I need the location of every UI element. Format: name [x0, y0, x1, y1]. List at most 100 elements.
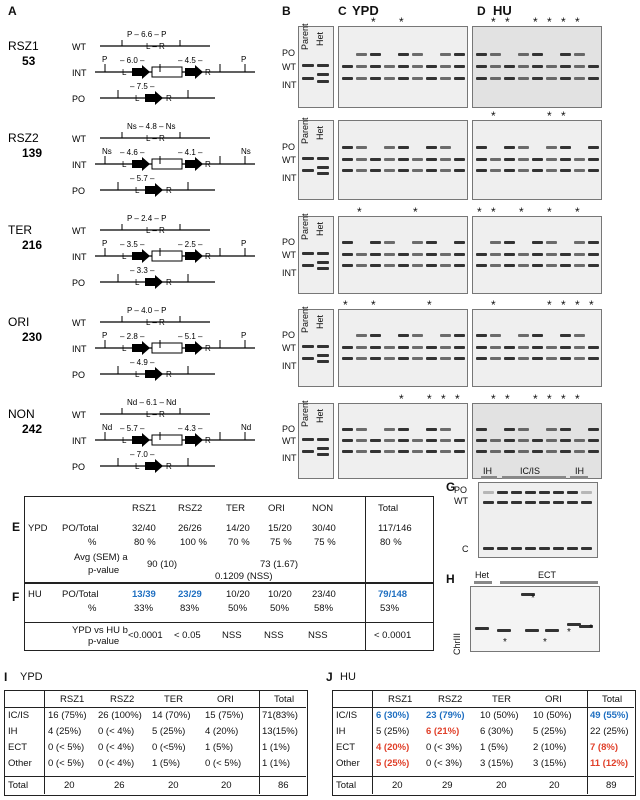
band [588, 264, 599, 268]
band [476, 76, 487, 80]
band [532, 52, 543, 56]
band [440, 157, 451, 161]
band [412, 334, 423, 338]
band [476, 357, 487, 361]
band [342, 241, 353, 245]
int-left-fragment: – 4.6 – [120, 148, 145, 157]
band [317, 438, 329, 442]
band [302, 156, 314, 160]
int-arrow-left [132, 433, 150, 447]
po-fragment: – 5.7 – [130, 174, 155, 183]
wt-label: WT [72, 226, 86, 236]
strain-number: 139 [22, 146, 42, 160]
band [532, 169, 543, 173]
band [588, 345, 599, 349]
hu-blot [472, 26, 602, 108]
int-arrow-right [185, 433, 203, 447]
int-arrow-left [132, 341, 150, 355]
band [490, 252, 501, 256]
significance-star: * [505, 392, 510, 406]
band [412, 345, 423, 349]
g-c-label: C [462, 544, 469, 554]
po-label: PO [72, 186, 85, 196]
band [560, 334, 571, 338]
table-f-value: 10/20 [226, 589, 250, 600]
significance-star: * [413, 205, 418, 219]
band [588, 427, 599, 431]
band [454, 345, 465, 349]
band [426, 76, 437, 80]
band [384, 345, 395, 349]
int-band-label: INT [282, 453, 297, 464]
band [532, 438, 543, 442]
panel-letter-i: I [4, 670, 8, 684]
hu-blot [472, 403, 602, 479]
band [426, 345, 437, 349]
int-arrow-right [185, 65, 203, 79]
band [546, 76, 557, 80]
band [317, 166, 329, 170]
band [356, 345, 367, 349]
wt-label: WT [72, 42, 86, 52]
band [511, 501, 522, 504]
wt-label: WT [72, 410, 86, 420]
table-j-cell: 0 (< 3%) [426, 758, 463, 769]
wt-fragment-label: Ns – 4.8 – Ns [127, 122, 175, 131]
table-f-hu-label: HU [28, 589, 42, 600]
band [440, 449, 451, 453]
band [560, 64, 571, 68]
int-band-label: INT [282, 173, 297, 184]
band [567, 501, 578, 504]
band [476, 334, 487, 338]
po-l: L [135, 462, 140, 471]
table-e-pct-label: % [88, 537, 97, 548]
po-fragment: – 4.9 – [130, 358, 155, 367]
int-arrow-right [185, 157, 203, 171]
table-j-cell: 6 (30%) [480, 726, 514, 737]
h-het: Het [475, 570, 490, 580]
g-ih-right: IH [575, 466, 584, 476]
table-i-cell: 14 (70%) [152, 710, 191, 721]
table-i-title: YPD [20, 671, 43, 683]
band [398, 345, 409, 349]
panel-letter-j: J [326, 670, 333, 684]
panel-letter-f: F [12, 590, 20, 604]
po-label: PO [72, 370, 85, 380]
table-j-header: RSZ2 [438, 694, 463, 705]
significance-star: * [575, 298, 580, 312]
band [317, 63, 329, 67]
table-e-header: ORI [268, 503, 285, 514]
table-i-cell: 1 (1%) [262, 742, 290, 753]
table-e-avg-rsz: 90 (10) [147, 559, 178, 570]
po-band-label: PO [282, 330, 296, 341]
band [356, 334, 367, 338]
band [504, 449, 515, 453]
band [581, 491, 592, 494]
wt-band-label: WT [282, 62, 296, 72]
table-j-total: 20 [549, 780, 560, 791]
int-label: INT [72, 160, 87, 170]
int-left-fragment: – 3.5 – [120, 240, 145, 249]
band [532, 449, 543, 453]
po-label: PO [72, 278, 85, 288]
table-j-cell: 2 (10%) [533, 742, 567, 753]
po-r: R [166, 278, 172, 287]
table-j-row-label: IH [336, 726, 346, 737]
significance-star: * [357, 205, 362, 219]
band [574, 241, 585, 245]
band [588, 438, 599, 442]
table-e-pct: 75 % [270, 537, 292, 548]
po-arrow [145, 91, 163, 105]
significance-star: * [575, 392, 580, 406]
table-f-cmp-value: NSS [222, 630, 242, 641]
panel-letter-e: E [12, 520, 21, 534]
table-i-cell: 5 (25%) [152, 726, 186, 737]
table-i-cell: 4 (25%) [48, 726, 82, 737]
table-i-header: Total [274, 694, 295, 705]
band [553, 547, 564, 550]
wt-fragment-label: Nd – 6.1 – Nd [127, 398, 176, 407]
table-j-total: 89 [606, 780, 617, 791]
band [518, 76, 529, 80]
table-i-header: RSZ2 [110, 694, 135, 705]
band [384, 241, 395, 245]
